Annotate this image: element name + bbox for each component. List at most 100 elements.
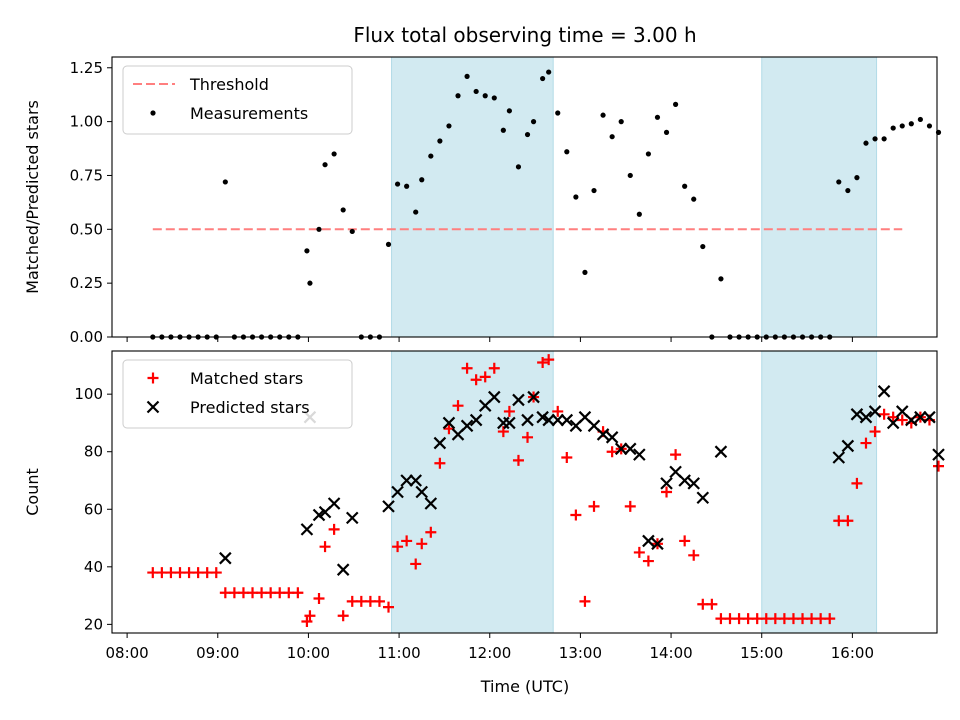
data-point bbox=[327, 497, 341, 510]
data-point bbox=[660, 477, 673, 490]
data-point bbox=[908, 121, 914, 127]
data-point bbox=[679, 535, 691, 547]
data-point bbox=[461, 362, 473, 374]
data-point bbox=[887, 411, 899, 423]
data-point bbox=[600, 112, 606, 118]
data-point bbox=[850, 408, 864, 421]
highlight-span bbox=[391, 56, 554, 338]
data-point bbox=[210, 567, 222, 579]
data-point bbox=[854, 175, 860, 181]
data-point bbox=[836, 179, 842, 185]
data-point bbox=[596, 428, 610, 441]
data-point bbox=[688, 549, 700, 561]
data-point bbox=[579, 595, 591, 607]
x-axis-label: Time (UTC) bbox=[480, 677, 569, 696]
data-point bbox=[503, 416, 516, 430]
data-point bbox=[573, 194, 579, 200]
legend-marker-swatch bbox=[146, 400, 160, 414]
data-point bbox=[530, 119, 537, 125]
data-point bbox=[899, 123, 905, 129]
data-point bbox=[926, 123, 933, 129]
data-point bbox=[328, 523, 340, 535]
data-point bbox=[433, 436, 447, 450]
data-point bbox=[560, 413, 574, 427]
data-point bbox=[877, 385, 891, 398]
data-point bbox=[452, 400, 464, 412]
data-point bbox=[304, 610, 316, 622]
data-point bbox=[537, 357, 549, 369]
data-point bbox=[424, 497, 438, 510]
data-point bbox=[400, 474, 413, 487]
data-point bbox=[409, 474, 422, 487]
plot-frame bbox=[111, 350, 938, 634]
data-point bbox=[415, 485, 429, 499]
data-point bbox=[691, 196, 697, 202]
legend-label: Threshold bbox=[189, 75, 269, 94]
data-point bbox=[482, 93, 488, 99]
legend-label: Predicted stars bbox=[190, 398, 310, 417]
data-point bbox=[682, 183, 688, 189]
data-point bbox=[614, 442, 628, 456]
legend-label: Measurements bbox=[190, 104, 308, 123]
data-point bbox=[633, 546, 645, 558]
data-point bbox=[442, 416, 456, 430]
data-point bbox=[304, 248, 310, 254]
data-point bbox=[345, 511, 359, 525]
data-point bbox=[842, 515, 854, 527]
data-point bbox=[500, 127, 506, 133]
data-point bbox=[542, 413, 555, 427]
data-point bbox=[503, 405, 515, 417]
data-point bbox=[382, 500, 395, 513]
data-point bbox=[582, 269, 588, 275]
legend: Threshold Measurements bbox=[122, 65, 353, 135]
plot-frame bbox=[111, 56, 938, 338]
data-point bbox=[645, 151, 652, 157]
data-point bbox=[896, 414, 908, 426]
legend-marker-swatch bbox=[147, 372, 159, 384]
data-point bbox=[336, 563, 350, 576]
data-point bbox=[932, 448, 945, 461]
data-point bbox=[687, 477, 701, 490]
data-point bbox=[488, 362, 500, 374]
data-point bbox=[591, 187, 597, 194]
data-point bbox=[373, 595, 385, 607]
data-point bbox=[340, 207, 346, 213]
data-point bbox=[521, 413, 534, 427]
data-point bbox=[222, 179, 228, 185]
data-point bbox=[718, 276, 724, 282]
data-point bbox=[917, 116, 923, 123]
data-point bbox=[522, 431, 534, 443]
data-point bbox=[651, 537, 664, 551]
data-point bbox=[700, 243, 706, 250]
data-point bbox=[851, 477, 863, 489]
data-point bbox=[905, 413, 918, 427]
data-point bbox=[588, 500, 600, 512]
y-tick-label: 60 bbox=[84, 500, 103, 518]
data-point bbox=[672, 101, 679, 107]
data-point bbox=[394, 181, 401, 187]
legend-box bbox=[122, 65, 353, 135]
data-point bbox=[859, 410, 873, 424]
data-point bbox=[670, 449, 682, 461]
data-point bbox=[319, 541, 331, 553]
data-point bbox=[890, 125, 896, 131]
data-point bbox=[337, 610, 349, 622]
data-point bbox=[470, 374, 482, 386]
x-tick-label: 15:00 bbox=[740, 644, 783, 662]
data-point bbox=[410, 558, 422, 570]
data-point bbox=[609, 134, 615, 140]
data-point bbox=[678, 474, 691, 487]
data-point bbox=[546, 69, 552, 75]
data-point bbox=[636, 211, 642, 217]
data-point bbox=[624, 500, 636, 512]
x-tick-label: 13:00 bbox=[559, 644, 602, 662]
data-point bbox=[413, 209, 419, 215]
data-point bbox=[536, 410, 549, 424]
y-tick-label: 80 bbox=[84, 443, 103, 461]
x-tick-label: 08:00 bbox=[105, 644, 148, 662]
data-point bbox=[437, 138, 443, 144]
data-point bbox=[663, 129, 670, 135]
y-tick-label: 100 bbox=[74, 385, 103, 403]
data-point bbox=[606, 446, 618, 458]
